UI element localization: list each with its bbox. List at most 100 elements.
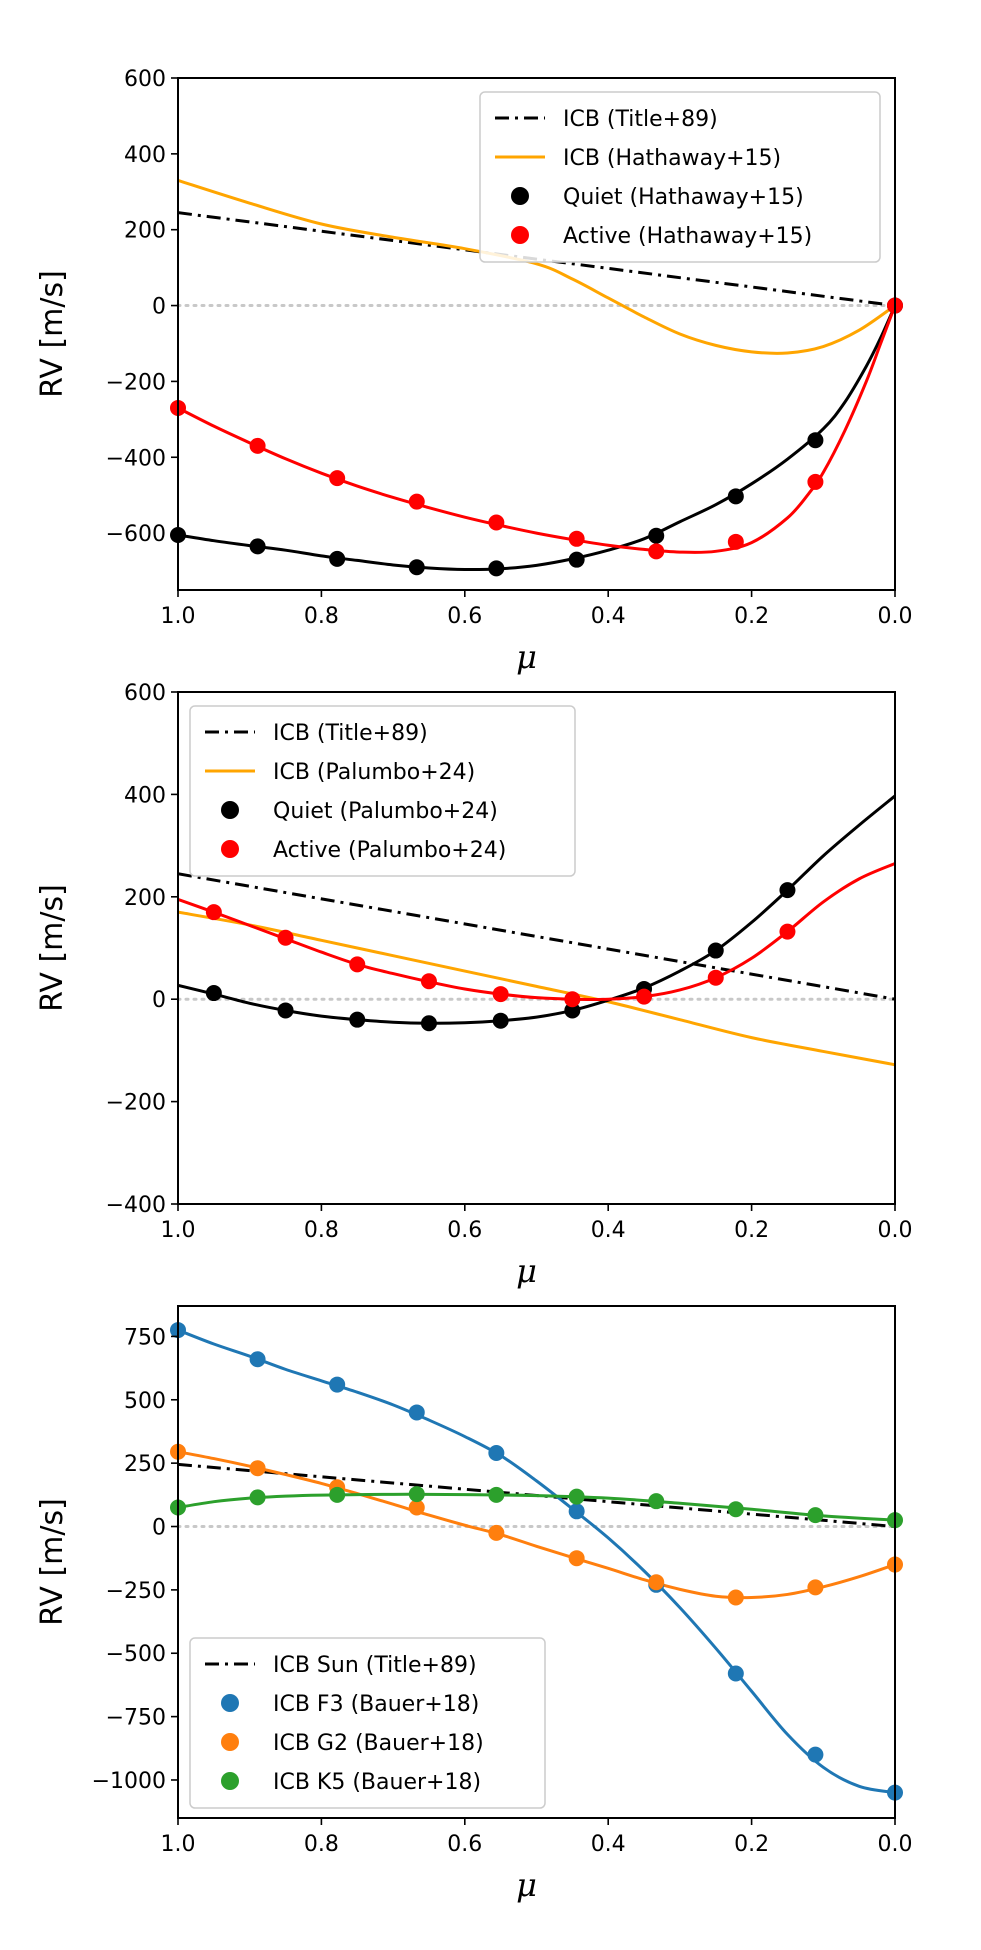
data-point — [779, 923, 796, 940]
data-point — [420, 973, 437, 990]
data-point — [488, 1445, 505, 1462]
data-point — [779, 882, 796, 899]
legend-handle-marker — [221, 801, 239, 819]
data-point — [329, 1486, 346, 1503]
data-point — [488, 560, 505, 577]
x-tick-label: 0.4 — [591, 1218, 626, 1243]
legend-entry: ICB K5 (Bauer+18) — [273, 1770, 481, 1795]
data-point — [564, 1002, 581, 1019]
data-point — [807, 473, 824, 490]
legend-handle-marker — [511, 187, 529, 205]
series-line-active-hathaway-15 — [178, 305, 895, 554]
y-tick-label: −750 — [106, 1706, 166, 1731]
y-axis-label: RV [m/s] — [35, 884, 70, 1012]
panel-hathaway: 1.0 0.8 0.6 0.4 0.2 0.0 600 400 200 0 −200 −400 −600… — [35, 67, 913, 676]
y-tick-label: 0 — [152, 295, 166, 320]
legend-box — [189, 1637, 546, 1809]
y-tick-label: 200 — [124, 886, 166, 911]
data-point — [329, 550, 346, 567]
y-tick-label: 750 — [124, 1325, 166, 1350]
data-point — [408, 493, 425, 510]
data-point — [568, 530, 585, 547]
legend-entry: Active (Palumbo+24) — [273, 838, 506, 863]
y-tick-label: 200 — [124, 219, 166, 244]
legend-handle-marker — [221, 1772, 239, 1790]
data-point — [727, 1589, 744, 1606]
x-tick-label: 0.0 — [878, 1218, 913, 1243]
data-point — [492, 1012, 509, 1029]
data-point — [488, 1486, 505, 1503]
data-point — [205, 985, 222, 1002]
legend-handle-marker — [221, 1694, 239, 1712]
legend-entry: ICB (Hathaway+15) — [563, 146, 781, 171]
data-point — [249, 437, 266, 454]
legend: ICB (Title+89) ICB (Hathaway+15) Quiet (Ha… — [479, 91, 881, 263]
axes-frame — [177, 77, 896, 591]
data-point — [249, 1489, 266, 1506]
data-point — [568, 551, 585, 568]
y-tick-label: −250 — [106, 1579, 166, 1604]
y-tick-label: 400 — [124, 783, 166, 808]
series-line-quiet-palumbo-24 — [178, 794, 895, 1025]
x-tick-label: 0.8 — [304, 1218, 339, 1243]
legend-handle-marker — [221, 1733, 239, 1751]
data-point — [329, 470, 346, 487]
data-point — [408, 1404, 425, 1421]
data-point — [329, 1376, 346, 1393]
legend-entry: Quiet (Hathaway+15) — [563, 185, 804, 210]
data-point — [807, 1579, 824, 1596]
y-tick-label: −600 — [106, 522, 166, 547]
x-tick-label: 0.2 — [734, 1218, 769, 1243]
x-tick-label: 0.0 — [878, 1832, 913, 1857]
data-point — [807, 432, 824, 449]
data-point — [408, 559, 425, 576]
data-point — [492, 986, 509, 1003]
data-point — [488, 1524, 505, 1541]
legend-entry: ICB F3 (Bauer+18) — [273, 1692, 479, 1717]
axes-frame — [177, 691, 896, 1205]
series-line-icb-hathaway-15 — [178, 178, 895, 355]
y-tick-label: 500 — [124, 1389, 166, 1414]
data-point — [727, 533, 744, 550]
y-tick-label: −1000 — [92, 1769, 166, 1794]
x-tick-label: 1.0 — [161, 604, 196, 629]
data-point — [707, 969, 724, 986]
series-line-active-palumbo-24 — [178, 862, 895, 1001]
x-tick-label: 0.4 — [591, 1832, 626, 1857]
y-tick-label: 0 — [152, 988, 166, 1013]
legend-box — [479, 91, 881, 263]
x-axis-label: μ — [516, 1252, 537, 1290]
data-point — [727, 488, 744, 505]
legend-box — [189, 705, 576, 877]
data-point — [727, 1665, 744, 1682]
data-point — [568, 1488, 585, 1505]
legend-entry: ICB Sun (Title+89) — [273, 1653, 477, 1678]
data-point — [420, 1015, 437, 1032]
legend-handle-marker — [221, 840, 239, 858]
x-tick-label: 0.6 — [447, 1218, 482, 1243]
y-tick-label: 400 — [124, 143, 166, 168]
plot-area — [178, 794, 895, 1067]
x-axis-label: μ — [516, 638, 537, 676]
x-tick-label: 1.0 — [161, 1832, 196, 1857]
panel-palumbo: 1.0 0.8 0.6 0.4 0.2 0.0 600 400 200 0 −200 −400 μ RV … — [35, 681, 913, 1290]
data-point — [707, 942, 724, 959]
legend-entry: ICB (Palumbo+24) — [273, 760, 475, 785]
data-point — [648, 543, 665, 560]
x-tick-label: 0.4 — [591, 604, 626, 629]
data-point — [807, 1746, 824, 1763]
y-tick-label: −200 — [106, 1091, 166, 1116]
panel-bauer: 1.0 0.8 0.6 0.4 0.2 0.0 750 500 250 0 −250 −500 −750… — [35, 1305, 913, 1904]
x-tick-label: 0.6 — [447, 604, 482, 629]
data-point — [249, 1351, 266, 1368]
legend-entry: ICB (Title+89) — [273, 721, 428, 746]
x-tick-label: 0.6 — [447, 1832, 482, 1857]
data-point — [408, 1486, 425, 1503]
y-tick-label: 0 — [152, 1516, 166, 1541]
y-tick-label: −400 — [106, 1193, 166, 1218]
data-point — [807, 1507, 824, 1524]
legend: ICB Sun (Title+89) ICB F3 (Bauer+18) ICB G… — [189, 1637, 546, 1809]
x-axis-label: μ — [516, 1866, 537, 1904]
x-tick-label: 0.2 — [734, 604, 769, 629]
